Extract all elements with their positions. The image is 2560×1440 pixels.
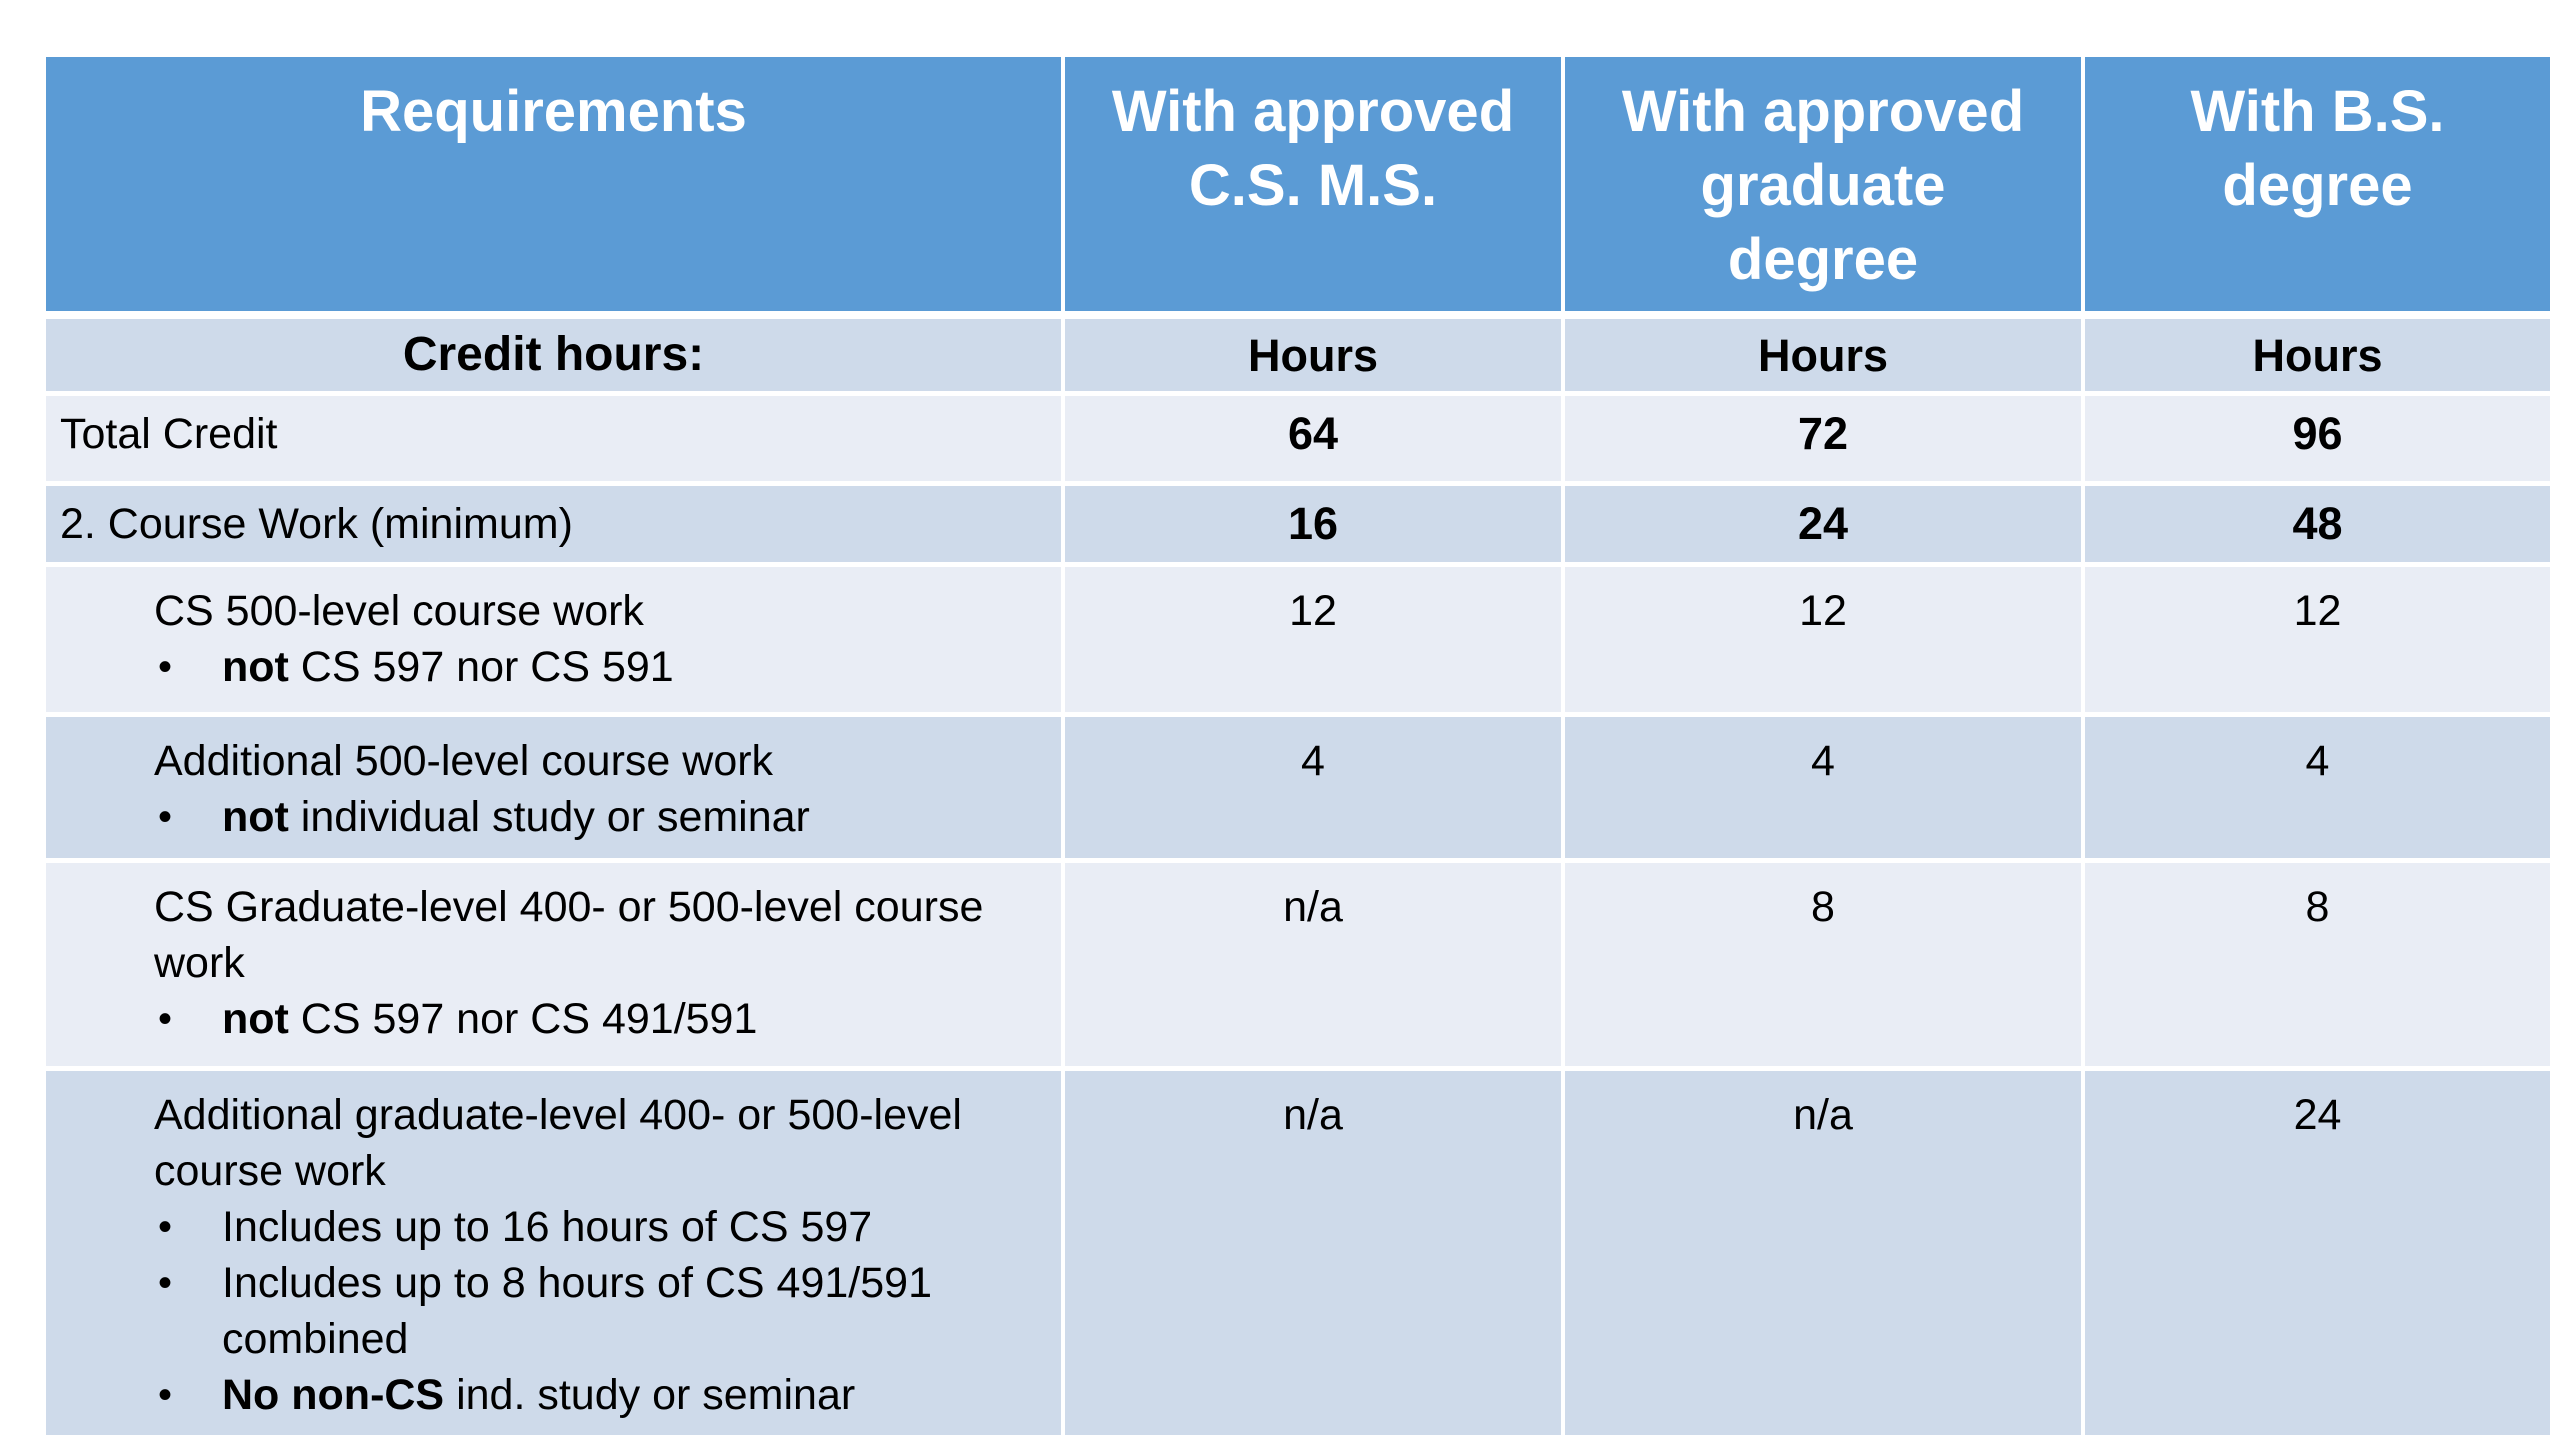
column-header-approved-cs-ms: With approved C.S. M.S. <box>1065 57 1565 319</box>
row-label: Additional 500-level course work • not i… <box>46 717 1065 863</box>
row-label: Additional graduate-level 400- or 500-le… <box>46 1071 1065 1435</box>
bullet-bold-segment: not <box>222 995 289 1043</box>
value-cell: 48 <box>2085 486 2550 567</box>
bullet-marker: • <box>158 1261 173 1305</box>
table-row-credit-hours: Credit hours: Hours Hours Hours <box>46 319 2550 396</box>
value-cell: 64 <box>1065 396 1565 486</box>
value-cell: 12 <box>1065 567 1565 717</box>
value-cell: 16 <box>1065 486 1565 567</box>
bullet-marker: • <box>158 1205 173 1249</box>
bullet-item: • Includes up to 8 hours of CS 491/591 c… <box>154 1255 991 1367</box>
row-label: 2. Course Work (minimum) <box>46 486 1065 567</box>
value-cell: 4 <box>1565 717 2085 863</box>
bullet-rest-segment: Includes up to 8 hours of CS 491/591 com… <box>222 1259 932 1363</box>
value-cell: Hours <box>1565 319 2085 396</box>
bullet-rest-segment: Includes up to 16 hours of CS 597 <box>222 1203 873 1251</box>
value-cell: Hours <box>2085 319 2550 396</box>
header-row: Requirements With approved C.S. M.S. Wit… <box>46 57 2550 319</box>
value-cell: 8 <box>2085 863 2550 1071</box>
bullet-bold-segment: not <box>222 643 289 691</box>
bullet-rest-segment: CS 597 nor CS 591 <box>288 643 674 691</box>
bullet-bold-segment: No non-CS <box>222 1371 445 1419</box>
value-cell: 24 <box>2085 1071 2550 1435</box>
bullet-item: • not CS 597 nor CS 491/591 <box>154 991 991 1047</box>
table-row-additional-graduate-level: Additional graduate-level 400- or 500-le… <box>46 1071 2550 1435</box>
table-row-course-work: 2. Course Work (minimum) 16 24 48 <box>46 486 2550 567</box>
value-cell: 72 <box>1565 396 2085 486</box>
value-cell: 8 <box>1565 863 2085 1071</box>
row-label: CS Graduate-level 400- or 500-level cour… <box>46 863 1065 1071</box>
value-cell: 12 <box>1565 567 2085 717</box>
column-header-requirements: Requirements <box>46 57 1065 319</box>
bullet-item: • not CS 597 nor CS 591 <box>154 639 991 695</box>
requirements-table: Requirements With approved C.S. M.S. Wit… <box>46 57 2550 1435</box>
bullet-marker: • <box>158 645 173 689</box>
value-cell: n/a <box>1065 1071 1565 1435</box>
bullet-item: • No non-CS ind. study or seminar <box>154 1367 991 1423</box>
bullet-marker: • <box>158 997 173 1041</box>
value-cell: n/a <box>1065 863 1565 1071</box>
row-label: CS 500-level course work • not CS 597 no… <box>46 567 1065 717</box>
row-label-text: Additional 500-level course work <box>154 737 774 785</box>
row-label-text: CS 500-level course work <box>154 587 644 635</box>
row-label: Total Credit <box>46 396 1065 486</box>
value-cell: 4 <box>1065 717 1565 863</box>
bullet-marker: • <box>158 795 173 839</box>
bullet-bold-segment: not <box>222 793 289 841</box>
row-label: Credit hours: <box>46 319 1065 396</box>
bullet-item: • Includes up to 16 hours of CS 597 <box>154 1199 991 1255</box>
bullet-text: Includes up to 16 hours of CS 597 <box>222 1199 991 1255</box>
bullet-text: No non-CS ind. study or seminar <box>222 1367 991 1423</box>
value-cell: Hours <box>1065 319 1565 396</box>
bullet-text: not individual study or seminar <box>222 789 991 845</box>
table-row-cs-graduate-level: CS Graduate-level 400- or 500-level cour… <box>46 863 2550 1071</box>
bullet-rest-segment: individual study or seminar <box>288 793 810 841</box>
table-row-total-credit: Total Credit 64 72 96 <box>46 396 2550 486</box>
value-cell: 96 <box>2085 396 2550 486</box>
table-row-cs-500-level: CS 500-level course work • not CS 597 no… <box>46 567 2550 717</box>
table-row-additional-500-level: Additional 500-level course work • not i… <box>46 717 2550 863</box>
row-label-text: Additional graduate-level 400- or 500-le… <box>154 1091 962 1195</box>
bullet-text: not CS 597 nor CS 591 <box>222 639 991 695</box>
value-cell: 24 <box>1565 486 2085 567</box>
bullet-rest-segment: CS 597 nor CS 491/591 <box>288 995 758 1043</box>
requirements-table-container: Requirements With approved C.S. M.S. Wit… <box>46 57 2550 1435</box>
value-cell: 4 <box>2085 717 2550 863</box>
column-header-approved-graduate-degree: With approved graduate degree <box>1565 57 2085 319</box>
bullet-item: • not individual study or seminar <box>154 789 991 845</box>
row-label-text: CS Graduate-level 400- or 500-level cour… <box>154 883 984 987</box>
bullet-rest-segment: ind. study or seminar <box>444 1371 856 1419</box>
bullet-text: Includes up to 8 hours of CS 491/591 com… <box>222 1255 991 1367</box>
value-cell: n/a <box>1565 1071 2085 1435</box>
value-cell: 12 <box>2085 567 2550 717</box>
column-header-bs-degree: With B.S. degree <box>2085 57 2550 319</box>
bullet-marker: • <box>158 1373 173 1417</box>
bullet-text: not CS 597 nor CS 491/591 <box>222 991 991 1047</box>
